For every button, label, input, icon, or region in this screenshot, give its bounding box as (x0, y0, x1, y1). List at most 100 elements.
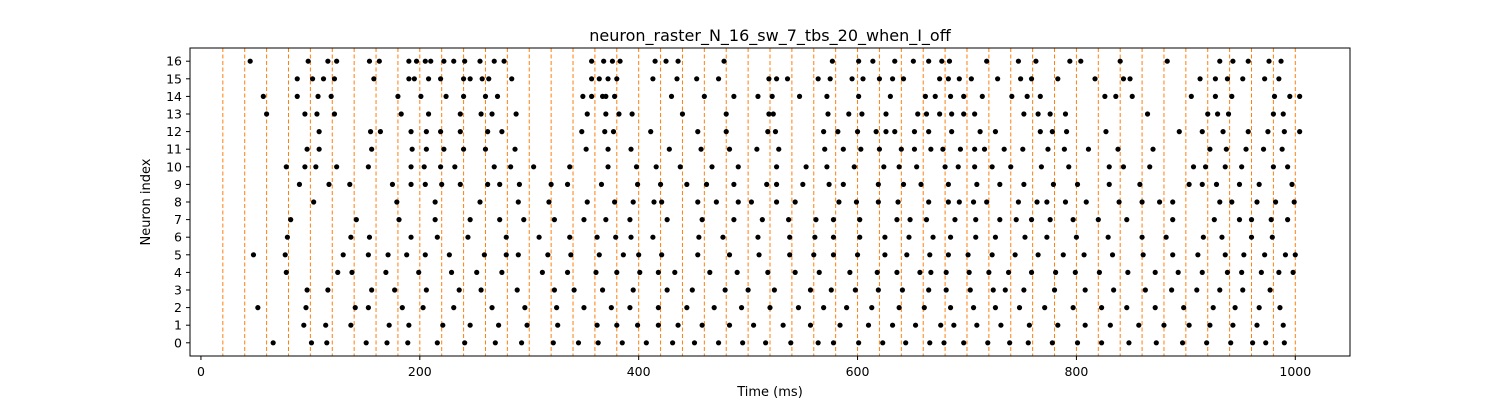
spike-point (677, 164, 683, 170)
spike-point (589, 93, 595, 99)
spike-point (972, 146, 978, 152)
spike-point (666, 146, 672, 152)
spike-point (1082, 322, 1088, 328)
spike-point (601, 58, 607, 64)
spike-point (995, 76, 1001, 82)
spike-point (965, 252, 971, 258)
spike-point (945, 252, 951, 258)
spike-point (584, 199, 590, 205)
spike-point (524, 322, 530, 328)
spike-point (467, 322, 473, 328)
spike-point (497, 181, 503, 187)
spike-point (952, 217, 958, 223)
spike-point (1270, 111, 1276, 117)
spike-point (696, 234, 702, 240)
spike-point (1063, 129, 1070, 135)
spike-point (923, 217, 930, 223)
spike-point (956, 76, 962, 82)
spike-point (331, 111, 338, 117)
x-tick-label: 400 (627, 364, 651, 379)
spike-point (1055, 322, 1061, 328)
spike-point (723, 111, 729, 117)
spike-point (296, 181, 303, 187)
spike-point (1098, 305, 1105, 311)
spike-point (316, 129, 322, 135)
spike-point (695, 199, 701, 205)
spike-point (255, 305, 261, 311)
spike-point (353, 217, 359, 223)
spike-point (1034, 199, 1040, 205)
spike-point (1072, 269, 1078, 275)
spike-point (907, 217, 913, 223)
spike-point (684, 181, 690, 187)
spike-point (1280, 322, 1286, 328)
spike-point (1194, 287, 1200, 293)
spike-point (1170, 199, 1176, 205)
spike-point (1297, 129, 1303, 135)
spike-point (1262, 252, 1268, 258)
spike-point (399, 305, 405, 311)
spike-point (512, 146, 518, 152)
spike-point (1103, 129, 1109, 135)
spike-point (926, 287, 932, 293)
spike-point (551, 287, 558, 293)
spike-point (1179, 340, 1186, 346)
spike-point (513, 111, 519, 117)
spike-point (1106, 181, 1112, 187)
spike-point (750, 322, 757, 328)
spike-point (482, 93, 489, 99)
spike-point (947, 305, 954, 311)
spike-point (567, 164, 573, 170)
spike-point (546, 199, 552, 205)
spike-point (366, 58, 373, 64)
spike-point (973, 234, 979, 240)
spike-point (408, 181, 414, 187)
spike-point (593, 269, 599, 275)
spike-point (460, 76, 467, 82)
spike-point (405, 340, 411, 346)
spike-point (567, 234, 573, 240)
spike-point (1260, 146, 1267, 152)
spike-point (474, 269, 480, 275)
spike-point (614, 76, 620, 82)
spike-point (434, 234, 440, 240)
spike-point (386, 322, 392, 328)
spike-point (492, 340, 498, 346)
spike-point (1125, 269, 1131, 275)
spike-point (1200, 234, 1206, 240)
spike-point (652, 58, 658, 64)
spike-point (1142, 287, 1148, 293)
spike-point (304, 287, 310, 293)
spike-point (406, 322, 412, 328)
spike-point (949, 129, 955, 135)
spike-point (467, 76, 473, 82)
spike-point (383, 269, 389, 275)
spike-point (1210, 305, 1216, 311)
spike-point (609, 58, 616, 64)
spike-point (1120, 164, 1127, 170)
spike-point (915, 111, 921, 117)
spike-point (1265, 129, 1271, 135)
spike-point (974, 181, 980, 187)
spike-point (1270, 164, 1276, 170)
spike-point (477, 58, 483, 64)
spike-point (315, 93, 321, 99)
spike-point (900, 76, 907, 82)
spike-point (896, 164, 902, 170)
spike-point (972, 164, 978, 170)
spike-point (939, 58, 945, 64)
spike-point (883, 129, 889, 135)
spike-point (917, 269, 923, 275)
spike-point (788, 340, 794, 346)
spike-point (1181, 305, 1187, 311)
spike-point (1236, 217, 1243, 223)
spike-point (968, 76, 974, 82)
spike-point (460, 146, 467, 152)
spike-point (250, 252, 257, 258)
spike-point (264, 111, 270, 117)
spike-point (1222, 164, 1228, 170)
spike-point (1225, 111, 1232, 117)
spike-point (1204, 340, 1210, 346)
spike-point (800, 181, 806, 187)
